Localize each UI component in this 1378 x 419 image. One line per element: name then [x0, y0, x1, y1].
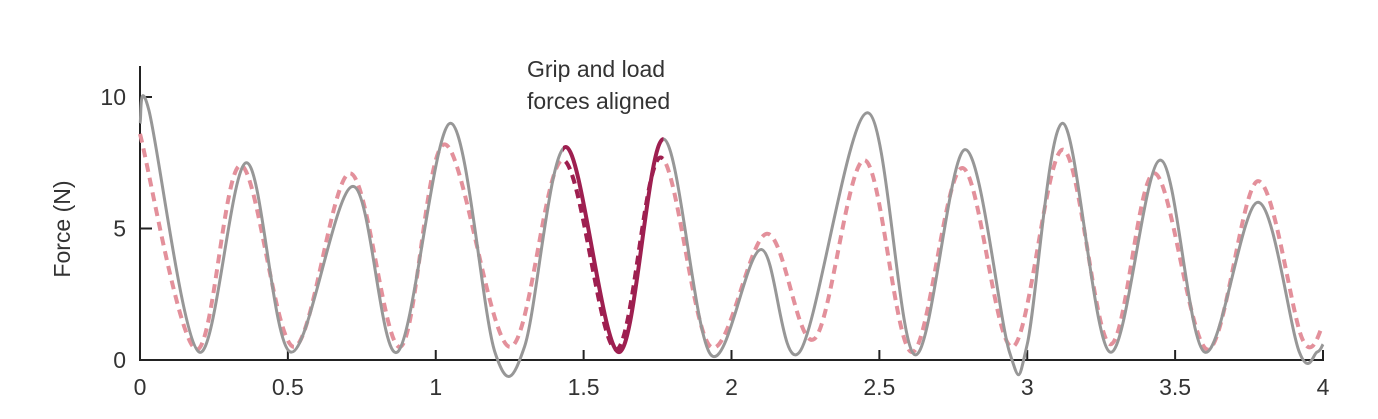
- y-axis-label: Force (N): [49, 180, 75, 277]
- y-tick-label: 5: [113, 216, 126, 242]
- x-tick-label: 0.5: [272, 374, 304, 400]
- x-tick-label: 3: [1021, 374, 1034, 400]
- x-tick-label: 4: [1317, 374, 1330, 400]
- y-tick-label: 10: [100, 84, 126, 110]
- x-tick-label: 2.5: [863, 374, 895, 400]
- x-tick-label: 1: [429, 374, 442, 400]
- x-tick-label: 0: [134, 374, 147, 400]
- load-force-line: [138, 133, 1325, 355]
- annotation-line-1: Grip and load: [527, 56, 665, 82]
- grip-aligned-highlight: [562, 137, 664, 355]
- grip-force-line: [138, 94, 1325, 378]
- x-tick-label: 2: [725, 374, 738, 400]
- annotation-line-2: forces aligned: [527, 88, 670, 114]
- x-tick-label: 3.5: [1159, 374, 1191, 400]
- x-tick-label: 1.5: [568, 374, 600, 400]
- y-tick-label: 0: [113, 347, 126, 373]
- axes: 0 0.5 1 1.5 2 2.5 3 3.5 4 0 5 10: [100, 66, 1330, 400]
- series-lines: [138, 94, 1325, 378]
